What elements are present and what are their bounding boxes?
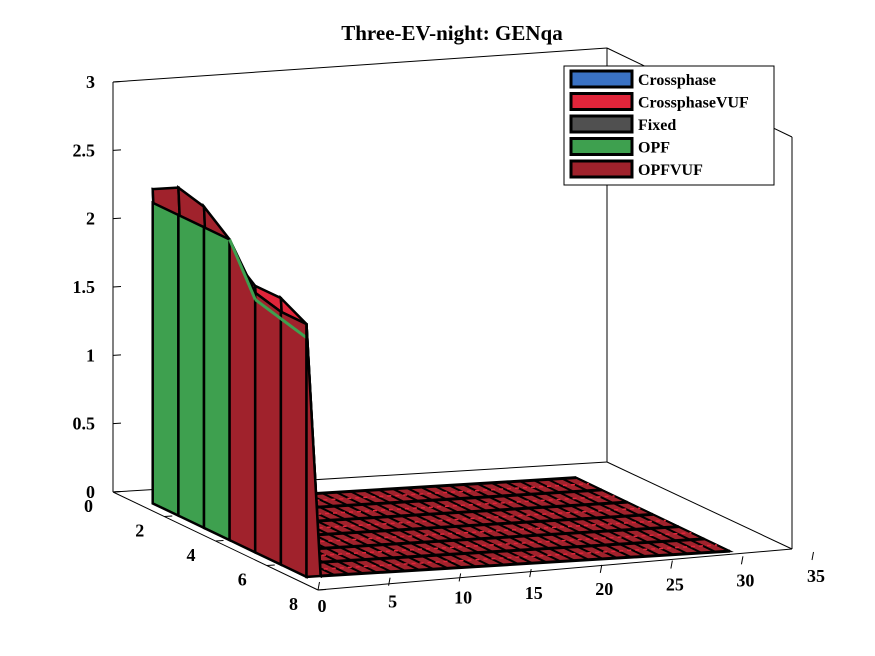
x-tick-label: 10	[454, 587, 472, 607]
x-tick-label: 20	[595, 579, 613, 599]
y-tick-label: 0	[84, 496, 93, 516]
legend-label: OPFVUF	[638, 162, 703, 179]
x-tick-mark	[458, 573, 462, 582]
x-tick-mark	[529, 569, 532, 578]
legend-swatch	[569, 137, 634, 156]
x-tick-label: 0	[318, 596, 327, 616]
x-tick-mark	[670, 560, 673, 569]
legend-label: Fixed	[638, 117, 676, 134]
x-tick-label: 15	[525, 583, 543, 603]
x-tick-label: 35	[807, 566, 825, 586]
x-tick-label: 25	[666, 575, 684, 595]
opfvuf-side-facet	[305, 324, 322, 579]
opf-front-facet	[202, 225, 231, 543]
opf-ridge	[228, 238, 257, 301]
x-tick-mark	[317, 581, 320, 591]
z-tick-mark	[112, 422, 122, 425]
legend-swatch	[569, 92, 634, 111]
x-tick-label: 30	[736, 570, 754, 590]
z-tick-mark	[112, 286, 122, 288]
x-tick-mark	[388, 577, 391, 586]
legend-label: CrossphaseVUF	[638, 95, 749, 112]
chart-title: Three-EV-night: GENqa	[341, 21, 563, 45]
legend-swatch	[569, 69, 634, 89]
z-tick-mark	[112, 354, 122, 356]
z-tick-label: 0	[86, 482, 95, 502]
z-tick-label: 2	[86, 209, 95, 229]
y-tick-mark	[112, 491, 122, 493]
y-tick-label: 6	[238, 570, 247, 590]
z-tick-label: 2.5	[73, 140, 96, 160]
opf-front-facet	[151, 200, 180, 518]
y-tick-label: 2	[135, 521, 144, 541]
legend-label: Crossphase	[638, 72, 716, 89]
x-axis-ticks: 0 5 10 15 20 25 30 35	[317, 551, 825, 616]
legend-swatch	[569, 159, 634, 179]
z-axis-ticks: 0 0.5 1 1.5 2 2.5 3	[73, 72, 122, 502]
x-tick-label: 5	[388, 592, 397, 612]
opf-front-facet	[177, 213, 206, 530]
opf-ridge	[254, 298, 282, 320]
x-tick-mark	[599, 564, 603, 573]
z-tick-mark	[112, 217, 122, 220]
z-tick-label: 3	[86, 72, 95, 92]
y-axis-ticks: 0 2 4 6 8	[84, 491, 327, 614]
legend: Crossphase CrossphaseVUF Fixed OPF OPFVUF	[563, 65, 775, 186]
opfvuf-front-facet	[253, 290, 283, 567]
z-tick-mark	[112, 149, 122, 151]
opfvuf-front-facet	[228, 238, 257, 555]
x-tick-mark	[740, 556, 744, 565]
y-tick-mark	[266, 564, 275, 566]
z-tick-label: 1.5	[73, 277, 96, 297]
y-tick-label: 4	[187, 545, 196, 565]
y-tick-label: 8	[289, 594, 298, 614]
floor-gridline-y	[320, 549, 731, 578]
z-tick-label: 0.5	[73, 414, 96, 434]
legend-label: OPF	[638, 140, 670, 157]
opfvuf-front-facet	[279, 309, 308, 579]
z-tick-label: 1	[86, 345, 95, 365]
legend-swatch	[569, 114, 634, 134]
y-tick-mark	[215, 540, 224, 542]
y-tick-mark	[317, 589, 327, 591]
y-tick-mark	[164, 515, 173, 517]
floor-gridline-y	[294, 537, 705, 566]
floor-gridline-y	[269, 525, 679, 554]
x-tick-mark	[811, 551, 814, 561]
z-tick-mark	[112, 81, 122, 83]
opf-ridge	[279, 317, 308, 339]
surface-walls	[151, 185, 322, 579]
